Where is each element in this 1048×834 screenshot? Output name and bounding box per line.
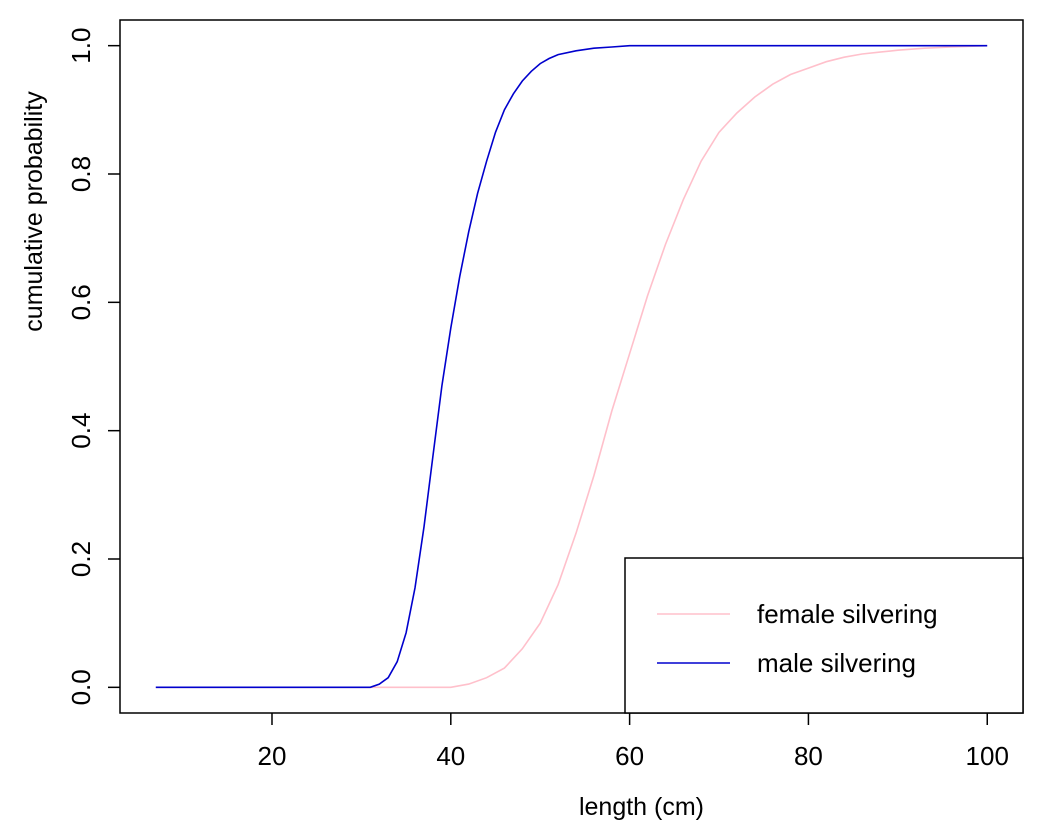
y-tick-label: 0.4 — [66, 413, 96, 449]
series-line — [155, 44, 988, 689]
series-layer — [155, 44, 988, 689]
x-tick-label: 100 — [966, 741, 1009, 771]
plot-frame — [119, 19, 1024, 714]
x-tick-label: 40 — [436, 741, 465, 771]
x-axis: 20 40 60 80 100 — [258, 713, 1009, 771]
y-tick-label: 0.0 — [66, 669, 96, 705]
x-tick-label: 20 — [258, 741, 287, 771]
y-axis-title: cumulative probability — [20, 91, 48, 332]
y-tick-label: 1.0 — [66, 28, 96, 64]
legend-box — [624, 557, 1024, 714]
y-tick-label: 0.2 — [66, 541, 96, 577]
y-tick-label: 0.6 — [66, 284, 96, 320]
legend: female silvering male silvering — [624, 557, 1024, 714]
y-tick-label: 0.8 — [66, 156, 96, 192]
legend-label: male silvering — [757, 648, 916, 678]
legend-label: female silvering — [757, 599, 938, 629]
series-line — [155, 44, 988, 689]
x-axis-title: length (cm) — [579, 793, 704, 821]
x-tick-label: 60 — [615, 741, 644, 771]
y-axis: 0.0 0.2 0.4 0.6 0.8 1.0 — [66, 28, 120, 705]
x-tick-label: 80 — [794, 741, 823, 771]
